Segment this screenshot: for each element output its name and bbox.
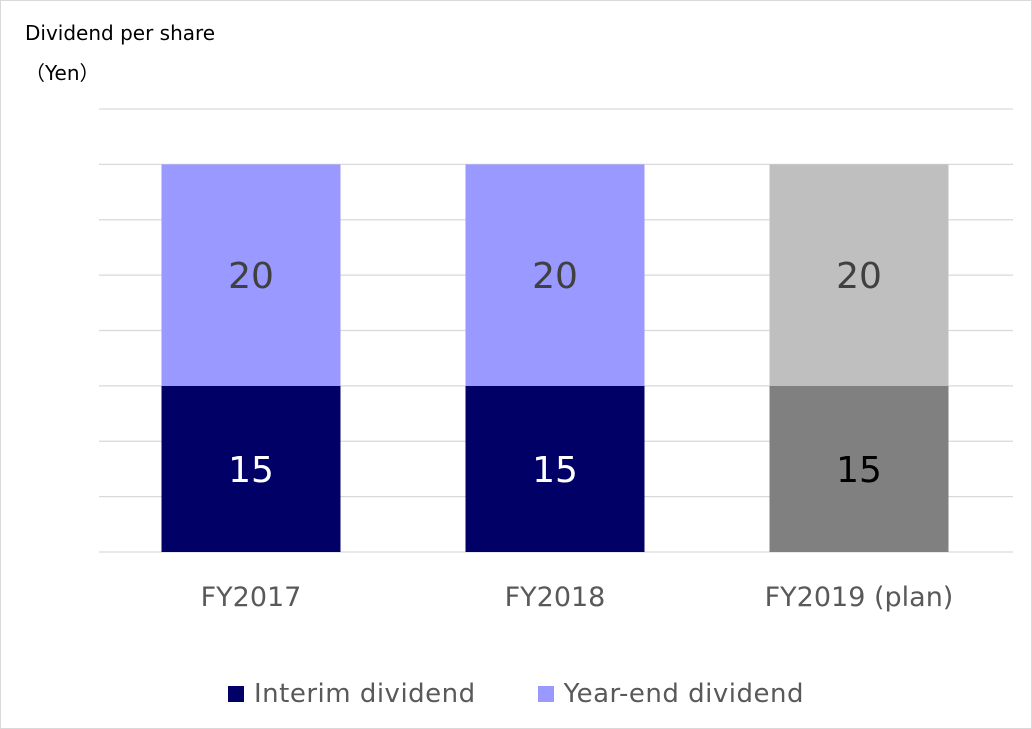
data-label: 20: [228, 256, 274, 297]
x-tick-label: FY2017: [201, 582, 302, 613]
data-label: 15: [228, 450, 274, 491]
bar-segment: [769, 164, 949, 386]
x-tick-label: FY2018: [505, 582, 606, 613]
legend-label-interim: Interim dividend: [253, 679, 476, 709]
bar-segment: [161, 164, 341, 386]
y-axis-label-line-2: （Yen）: [25, 61, 100, 85]
legend-swatch-year-end: [537, 686, 554, 702]
legend-item-interim: Interim dividend: [227, 679, 476, 709]
bar-segment: [161, 385, 341, 552]
bar-segment: [465, 385, 645, 552]
legend: Interim dividend Year-end dividend: [1, 679, 1031, 709]
legend-label-year-end: Year-end dividend: [563, 679, 804, 709]
x-tick-label: FY2019 (plan): [765, 582, 954, 613]
legend-swatch-interim: [227, 686, 244, 702]
data-label: 20: [532, 256, 578, 297]
data-label: 15: [836, 450, 882, 491]
legend-item-year-end: Year-end dividend: [537, 679, 804, 709]
y-axis-label-line-1: Dividend per share: [25, 21, 216, 45]
data-label: 15: [532, 450, 578, 491]
bar-segment: [465, 164, 645, 386]
bar-segment: [769, 385, 949, 552]
data-label: 20: [836, 256, 882, 297]
